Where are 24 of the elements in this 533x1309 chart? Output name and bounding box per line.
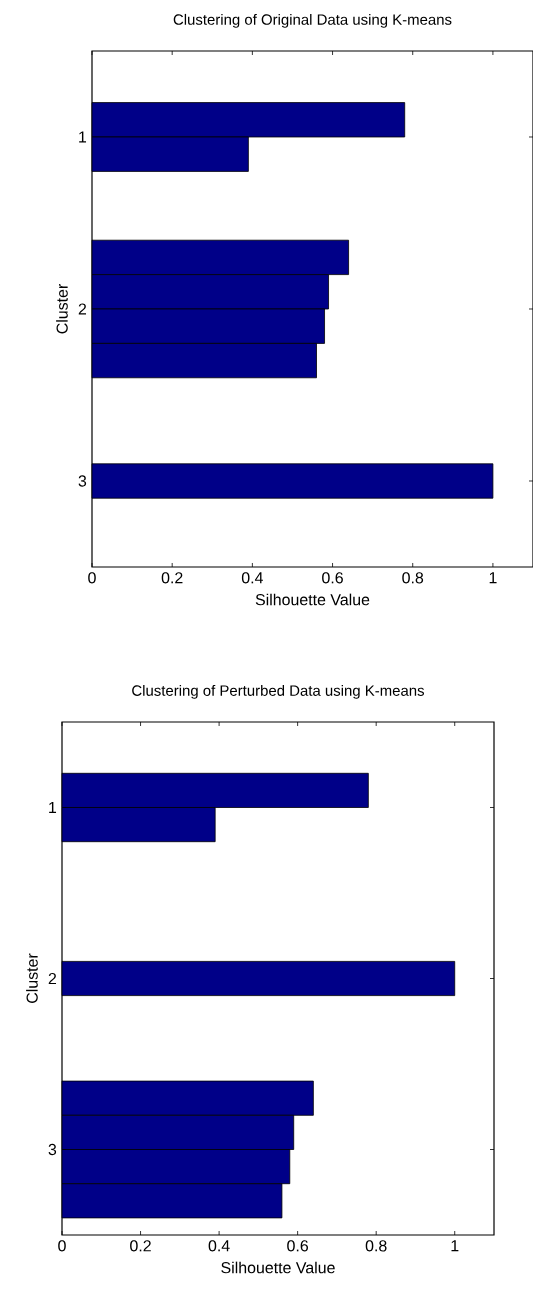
x-tick-label: 0.2 [161,572,183,584]
y-tick-label: 2 [48,972,57,985]
y-tick-label: 1 [79,131,87,143]
x-tick-label: 0.6 [287,1240,309,1252]
chart-title: Clustering of Perturbed Data using K-means [132,684,425,699]
x-tick-label: 0.6 [322,572,343,584]
x-axis-title: Silhouette Value [255,593,370,606]
x-tick-label: 0.8 [365,1240,387,1252]
x-tick-label: 0.2 [130,1240,151,1252]
y-axis-title: Cluster [26,953,38,1003]
y-tick-label: 3 [78,475,87,487]
x-tick-label: 0.4 [241,572,263,584]
x-tick-label: 0 [58,1240,66,1252]
y-axis-title: Cluster [56,284,68,334]
x-tick-label: 0.4 [208,1240,230,1252]
x-axis-title: Silhouette Value [221,1261,335,1274]
chart-title: Clustering of Original Data using K-means [173,13,452,28]
x-tick-label: 1 [451,1240,459,1252]
x-tick-label: 0 [88,572,96,584]
x-tick-label: 0.8 [402,572,424,584]
x-tick-label: 1 [489,572,497,584]
y-tick-label: 2 [78,303,87,315]
y-tick-label: 3 [48,1143,57,1156]
y-tick-label: 1 [49,802,57,813]
